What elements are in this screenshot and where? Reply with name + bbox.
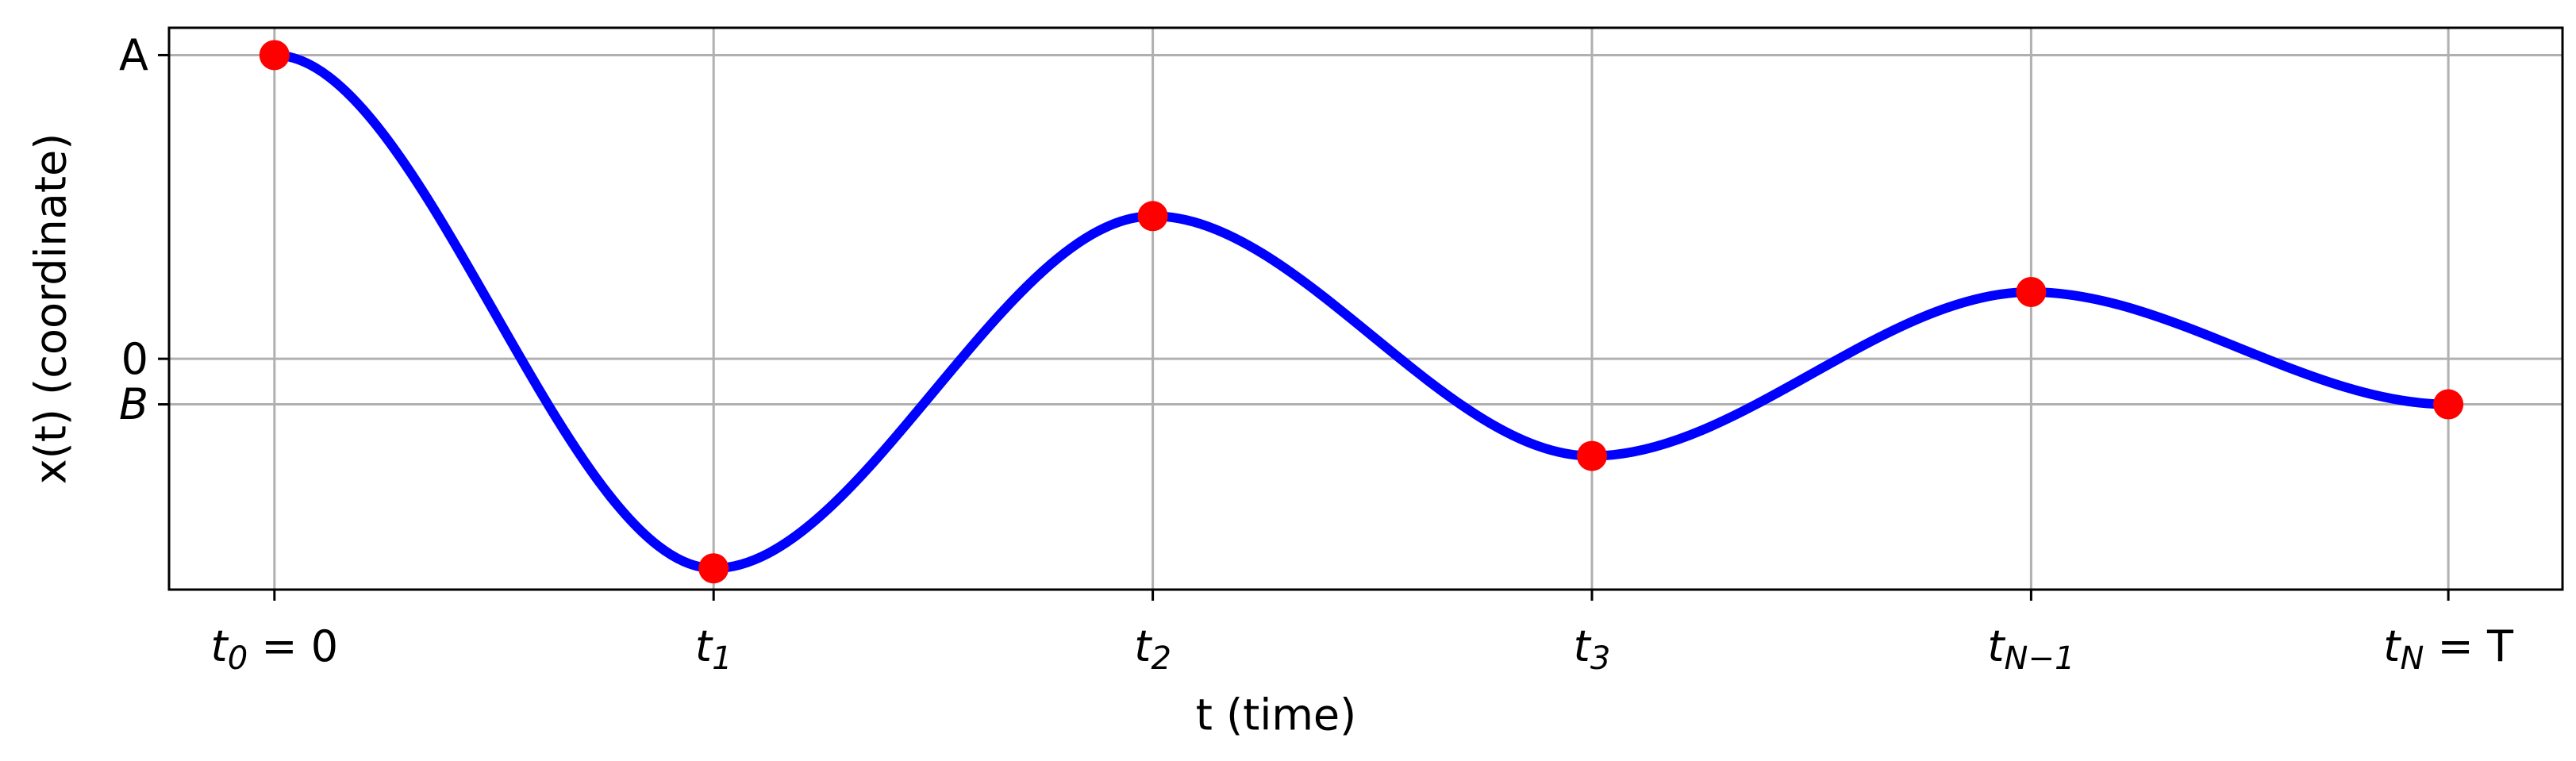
series-line bbox=[274, 50, 2449, 574]
data-point bbox=[2016, 276, 2047, 307]
data-point bbox=[259, 40, 290, 71]
x-tick-label: t1 bbox=[695, 621, 732, 677]
data-point bbox=[2433, 389, 2464, 420]
plot bbox=[259, 40, 2464, 584]
data-point bbox=[1576, 440, 1607, 471]
grid bbox=[169, 28, 2563, 590]
data-point bbox=[698, 553, 729, 584]
plot-frame bbox=[167, 26, 2564, 591]
y-axis-label: x(t) (coordinate) bbox=[26, 133, 76, 485]
x-tick-label: t0 = 0 bbox=[211, 621, 339, 677]
y-tick-label: A bbox=[119, 30, 148, 80]
x-tick-label: t3 bbox=[1574, 621, 1611, 677]
y-tick-label: 0 bbox=[121, 334, 148, 384]
x-tick-label: t2 bbox=[1134, 621, 1171, 677]
x-tick-label: tN = T bbox=[2383, 621, 2514, 677]
x-tick-label: tN−1 bbox=[1987, 621, 2074, 677]
x-axis-label: t (time) bbox=[1196, 690, 1356, 740]
data-point bbox=[1137, 201, 1168, 232]
y-tick-label: B bbox=[119, 379, 148, 429]
